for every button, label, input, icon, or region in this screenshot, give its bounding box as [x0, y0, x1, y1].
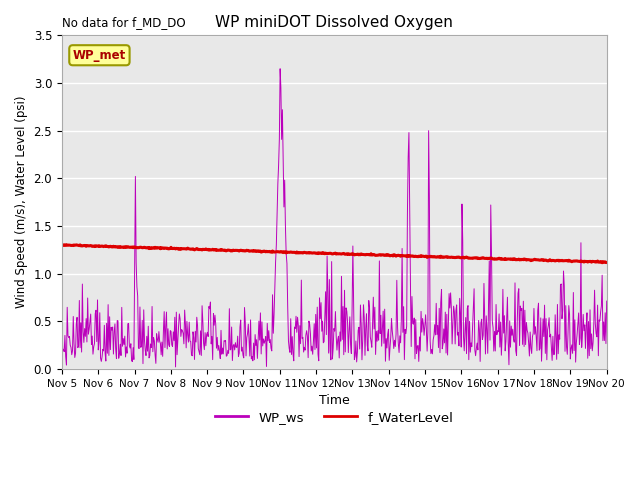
X-axis label: Time: Time — [319, 394, 349, 407]
Y-axis label: Wind Speed (m/s), Water Level (psi): Wind Speed (m/s), Water Level (psi) — [15, 96, 28, 308]
Legend: WP_ws, f_WaterLevel: WP_ws, f_WaterLevel — [210, 406, 459, 429]
Title: WP miniDOT Dissolved Oxygen: WP miniDOT Dissolved Oxygen — [215, 15, 453, 30]
Text: No data for f_MD_DO: No data for f_MD_DO — [62, 16, 186, 29]
Text: WP_met: WP_met — [73, 49, 126, 62]
